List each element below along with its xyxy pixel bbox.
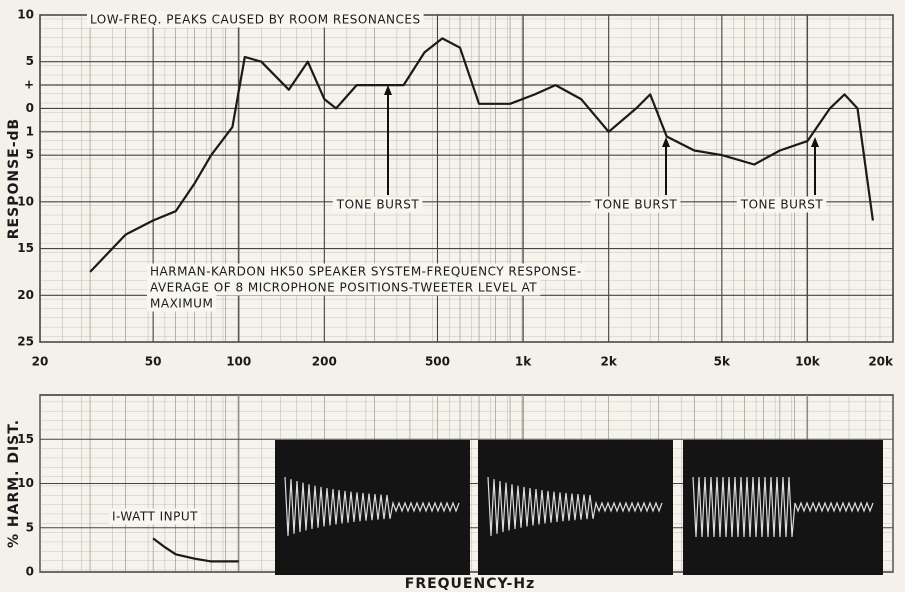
annotation: HARMAN-KARDON HK50 SPEAKER SYSTEM-FREQUE… xyxy=(150,265,582,279)
y-tick-label: 1 xyxy=(26,124,34,138)
y-tick-label: 5 xyxy=(26,54,34,68)
x-tick-label: 50 xyxy=(145,355,162,369)
y-tick-label: 20 xyxy=(17,288,34,302)
annotation: TONE BURST xyxy=(336,198,420,212)
x-tick-label: 10k xyxy=(795,355,821,369)
annotation: TONE BURST xyxy=(740,198,824,212)
x-tick-label: 2k xyxy=(600,355,617,369)
y-tick-label: 10 xyxy=(17,8,34,22)
y-tick-label: 0 xyxy=(26,101,34,115)
y-tick-label: 5 xyxy=(26,148,34,162)
x-tick-label: 20k xyxy=(868,355,894,369)
x-axis-label: FREQUENCY-Hz xyxy=(405,576,536,592)
x-tick-label: 20 xyxy=(32,355,49,369)
x-tick-label: 5k xyxy=(714,355,731,369)
y-tick-label: 15 xyxy=(17,241,34,255)
chart: 105+0151015202520501002005001k2k5k10k20k… xyxy=(0,0,905,592)
x-tick-label: 200 xyxy=(312,355,337,369)
x-tick-label: 1k xyxy=(515,355,532,369)
y-axis-label: RESPONSE-dB xyxy=(6,118,22,239)
annotation: LOW-FREQ. PEAKS CAUSED BY ROOM RESONANCE… xyxy=(90,13,421,27)
y-axis-label: % HARM. DIST. xyxy=(6,419,22,548)
page: {"chart_data": [ {"type": "line", "xlabe… xyxy=(0,0,905,592)
annotation: I-WATT INPUT xyxy=(112,510,198,524)
annotation: MAXIMUM xyxy=(150,297,213,311)
y-tick-label: 5 xyxy=(26,520,34,534)
annotation: TONE BURST xyxy=(594,198,678,212)
y-tick-label: + xyxy=(24,78,34,92)
annotation: AVERAGE OF 8 MICROPHONE POSITIONS-TWEETE… xyxy=(150,281,537,295)
x-tick-label: 500 xyxy=(425,355,450,369)
y-tick-label: 25 xyxy=(17,335,34,349)
y-tick-label: 0 xyxy=(26,565,34,579)
x-tick-label: 100 xyxy=(226,355,251,369)
